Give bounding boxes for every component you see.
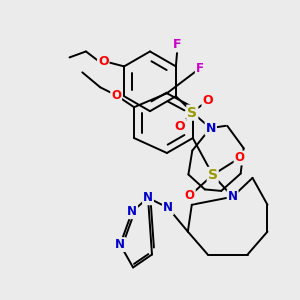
Text: F: F [196,62,204,75]
Text: N: N [206,122,216,135]
Text: O: O [174,120,185,133]
Text: O: O [235,152,244,164]
Text: N: N [163,201,173,214]
Text: O: O [185,189,195,202]
Text: N: N [228,190,238,203]
Text: S: S [208,168,218,182]
Text: N: N [115,238,125,251]
Text: O: O [98,56,109,68]
Text: O: O [111,89,121,102]
Text: F: F [173,38,182,51]
Text: S: S [187,106,197,120]
Text: N: N [127,205,137,218]
Text: O: O [202,94,213,106]
Text: N: N [143,191,153,204]
